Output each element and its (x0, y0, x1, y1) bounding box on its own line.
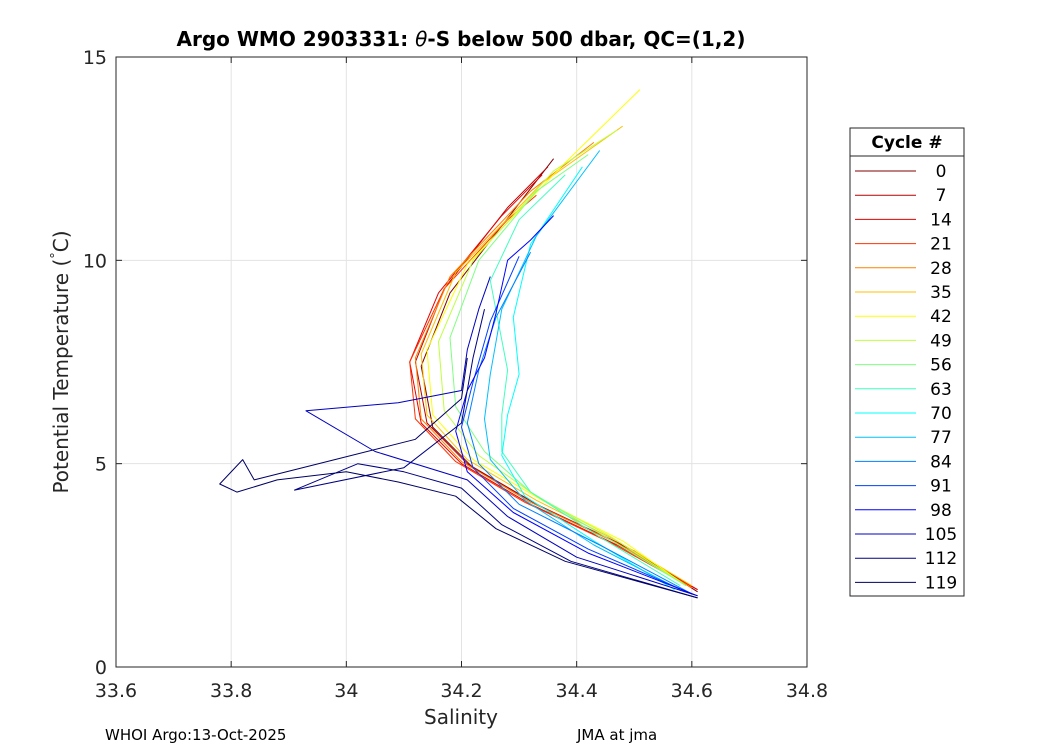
legend-box (849, 127, 965, 597)
legend-label-cycle-119: 119 (925, 573, 957, 593)
legend: Cycle # 0 7 14 21 28 35 42 49 56 63 70 77 84 91 98 105 1… (849, 127, 965, 597)
legend-label-cycle-98: 98 (930, 501, 952, 521)
legend-items: 0 7 14 21 28 35 42 49 56 63 70 77 84 91 98 105 112 119 (855, 162, 957, 593)
legend-label-cycle-112: 112 (925, 549, 957, 569)
chart-title: Argo WMO 2903331: θ-S below 500 dbar, QC… (177, 27, 746, 51)
y-tick-label: 0 (95, 657, 107, 679)
series-line-cycle-91 (461, 256, 692, 595)
series-line-cycle-63 (489, 174, 681, 587)
y-tick-label: 5 (95, 454, 107, 476)
series-line-cycle-49 (438, 129, 687, 587)
legend-label-cycle-49: 49 (930, 331, 952, 351)
y-tick-label: 10 (83, 250, 107, 272)
legend-label-cycle-70: 70 (930, 404, 952, 424)
series-line-cycle-112 (294, 308, 698, 599)
y-tick-label: 15 (83, 47, 107, 69)
legend-label-cycle-77: 77 (930, 428, 952, 448)
ticks: 33.6 33.8 34 34.2 34.4 34.6 34.8 0 5 10 15 (83, 47, 828, 702)
legend-label-cycle-91: 91 (930, 477, 952, 497)
y-axis-label: Potential Temperature (°C) (49, 230, 73, 493)
series-line-cycle-42 (426, 89, 687, 587)
legend-label-cycle-28: 28 (930, 259, 952, 279)
legend-label-cycle-35: 35 (930, 283, 952, 303)
x-tick-label: 33.6 (95, 680, 137, 702)
x-axis-label: Salinity (424, 705, 498, 729)
series-line-cycle-105 (305, 276, 698, 597)
legend-label-cycle-56: 56 (930, 356, 952, 376)
legend-label-cycle-0: 0 (936, 162, 947, 182)
x-tick-label: 34 (334, 680, 358, 702)
legend-label-cycle-84: 84 (930, 452, 952, 472)
legend-label-cycle-63: 63 (930, 380, 952, 400)
series-line-cycle-56 (449, 154, 687, 587)
legend-label-cycle-105: 105 (925, 525, 957, 545)
x-tick-label: 34.2 (440, 680, 482, 702)
x-tick-label: 34.8 (786, 680, 828, 702)
series-line-cycle-119 (219, 357, 698, 599)
legend-label-cycle-7: 7 (936, 186, 947, 206)
series-line-cycle-70 (501, 166, 675, 591)
footer-right-text: JMA at jma (577, 726, 658, 744)
legend-label-cycle-14: 14 (930, 210, 952, 230)
x-tick-label: 33.8 (210, 680, 252, 702)
footer-left-text: WHOI Argo:13-Oct-2025 (105, 726, 287, 744)
x-tick-label: 34.4 (556, 680, 598, 702)
series-group (219, 89, 698, 599)
legend-title: Cycle # (871, 133, 942, 153)
series-line-cycle-14 (409, 174, 698, 591)
legend-label-cycle-42: 42 (930, 307, 952, 327)
series-line-cycle-21 (409, 194, 693, 589)
legend-label-cycle-21: 21 (930, 235, 952, 255)
x-tick-label: 34.6 (671, 680, 713, 702)
